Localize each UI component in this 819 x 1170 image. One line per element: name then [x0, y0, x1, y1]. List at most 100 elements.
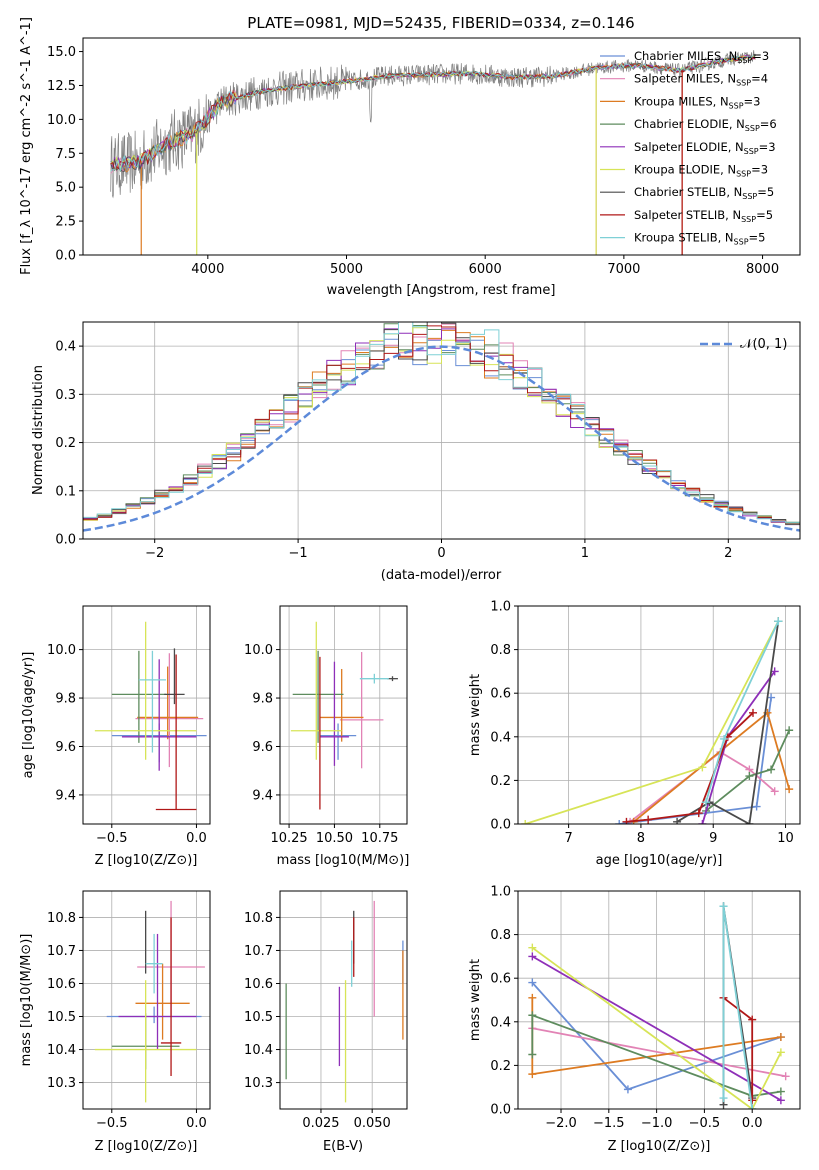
age_vs_mass-ytick-label: 9.8 — [252, 692, 273, 707]
mass_vs_Z-ytick-label: 10.8 — [47, 911, 76, 926]
mass_weight_vs_Z-ytick-label: 0.0 — [490, 1103, 511, 1118]
spectrum-legend-rest: =3 — [759, 140, 776, 154]
mass_vs_ebv-ytick-label: 10.8 — [244, 911, 273, 926]
mass_weight_vs_Z-ytick-label: 0.2 — [490, 1059, 511, 1074]
mass_weight_vs_age-marker-chabrier_miles — [752, 802, 761, 811]
mass_weight_vs_Z-ytick-label: 0.4 — [490, 1015, 511, 1030]
mass_weight_vs_age-marker-chabrier_elodie — [767, 765, 776, 774]
spectrum-frame — [82, 37, 801, 256]
age_vs_mass-xtick-label: 10.25 — [270, 831, 307, 846]
age_vs_Z-panel: −0.5 0.0 9.4 9.6 9.8 10.0 Z [log10(Z/Z⊙)] age [… — [21, 605, 211, 868]
spectrum-legend-label: Salpeter STELIB, NSSP=5 — [634, 208, 773, 224]
spectrum-xtick-label: 5000 — [330, 262, 363, 277]
mass_vs_Z-ylabel: mass [log10(M/M⊙)] — [19, 934, 34, 1067]
mass_weight_vs_Z-marker-kroupa_elodie — [776, 1048, 785, 1057]
mass_weight_vs_age-xtick-label: 8 — [637, 831, 645, 846]
mass_weight_vs_Z-line-chabrier_elodie — [531, 1014, 782, 1097]
mass_weight_vs_Z-marker-salpeter_stelib — [748, 1015, 757, 1024]
age_vs_mass-xtick-label: 10.50 — [316, 831, 353, 846]
figure-title: PLATE=0981, MJD=52435, FIBERID=0334, z=0… — [247, 14, 634, 32]
mass_weight_vs_Z-xlabel: Z [log10(Z/Z⊙)] — [608, 1139, 711, 1154]
mass_vs_ebv-xlabel: E(B-V) — [323, 1139, 363, 1154]
mass_weight_vs_Z-frame — [517, 890, 801, 1110]
mass_weight_vs_age-ytick-label: 0.0 — [490, 818, 511, 833]
residuals-ytick-label: 0.2 — [55, 436, 76, 451]
residual-legend-label: 𝒩(0, 1) — [740, 337, 787, 352]
spectrum-legend-rest: =5 — [757, 185, 774, 199]
mass_weight_vs_age-line-chabrier_stelib — [676, 621, 780, 824]
mass_vs_ebv-xtick-label: 0.050 — [354, 1116, 391, 1131]
residual-ylabel: Normed distribution — [31, 365, 46, 495]
mass_weight_vs_Z-xtick-label: −2.0 — [545, 1116, 577, 1131]
spectrum-legend-rest: =6 — [760, 117, 777, 131]
mass_weight_vs_Z-marker-chabrier_miles — [528, 978, 537, 987]
spectrum-ytick-label: 15.0 — [47, 45, 76, 60]
spectrum-legend-sub: SSP — [741, 215, 756, 224]
mass_weight_vs_Z-marker-kroupa_stelib — [719, 902, 728, 911]
residuals-ytick-label: 0.3 — [55, 388, 76, 403]
residuals-ytick-label: 0.4 — [55, 340, 76, 355]
mass_weight_vs_age-ytick-label: 0.2 — [490, 774, 511, 789]
mass_weight_vs_Z-line-kroupa_elodie — [531, 946, 782, 1109]
mass_weight_vs_age-xlabel: age [log10(age/yr)] — [596, 853, 723, 868]
age_vs_mass-frame — [279, 605, 408, 825]
mass_weight_vs_Z-ytick-label: 0.6 — [490, 972, 511, 987]
spectrum-legend-sub: SSP — [744, 147, 759, 156]
mass_weight_vs_Z-marker-kroupa_miles — [776, 1033, 785, 1042]
spectrum-legend-sub: SSP — [734, 238, 749, 247]
mass_weight_vs_age-xtick-label: 9 — [709, 831, 717, 846]
mass_weight_vs_Z-plot-area — [528, 902, 790, 1109]
mass_weight_vs_age-marker-chabrier_stelib — [673, 817, 682, 824]
mass_weight_vs_age-xtick-label: 10 — [777, 831, 794, 846]
mass_vs_Z-ytick-label: 10.7 — [47, 944, 76, 959]
spectrum-legend-rest: =5 — [749, 231, 766, 245]
spectrum-ytick-label: 2.5 — [55, 215, 76, 230]
mass_weight_vs_age-marker-chabrier_elodie — [745, 772, 754, 781]
mass_weight_vs_Z-marker-chabrier_miles — [623, 1085, 632, 1094]
mass_vs_ebv-ytick-label: 10.3 — [244, 1076, 273, 1091]
mass_vs_Z-plot-area — [94, 900, 205, 1103]
mass_vs_Z-ytick-label: 10.4 — [47, 1043, 76, 1058]
spectrum-legend-sub: SSP — [736, 170, 751, 179]
mass_weight_vs_age-ytick-label: 1.0 — [490, 600, 511, 615]
mass_weight_vs_age-marker-chabrier_miles — [615, 820, 624, 824]
spectrum-legend-sub: SSP — [742, 192, 757, 201]
age_vs_Z-xlabel: Z [log10(Z/Z⊙)] — [95, 853, 198, 868]
mass_weight_vs_Z-xtick-label: 0.0 — [742, 1116, 763, 1131]
spectrum-legend-rest: =3 — [752, 49, 769, 63]
spectrum-ytick-label: 12.5 — [47, 79, 76, 94]
spectrum-legend-sub: SSP — [745, 124, 760, 133]
age_vs_Z-ytick-label: 10.0 — [47, 643, 76, 658]
age_vs_Z-ylabel: age [log10(age/yr)] — [21, 652, 36, 779]
spectrum-legend-label: Chabrier STELIB, NSSP=5 — [634, 185, 774, 201]
age_vs_Z-xtick-label: −0.5 — [96, 831, 128, 846]
mass_weight_vs_age-marker-chabrier_miles — [767, 693, 776, 702]
spectrum-xtick-label: 8000 — [746, 262, 779, 277]
spectrum-ytick-label: 5.0 — [55, 181, 76, 196]
mass_vs_ebv-ytick-label: 10.7 — [244, 944, 273, 959]
mass_vs_Z-ytick-label: 10.5 — [47, 1010, 76, 1025]
mass_weight_vs_Z-marker-kroupa_stelib — [748, 1105, 757, 1109]
age_vs_mass-ytick-label: 10.0 — [244, 643, 273, 658]
spectrum-legend-sub: SSP — [736, 79, 751, 88]
spectrum-legend-label: Salpeter ELODIE, NSSP=3 — [634, 140, 776, 156]
spectrum-plot-area — [110, 50, 756, 255]
mass_weight_vs_age-marker-salpeter_stelib — [622, 817, 631, 824]
mass_vs_ebv-ytick-label: 10.6 — [244, 977, 273, 992]
mass_weight_vs_Z-marker-salpeter_elodie — [528, 952, 537, 961]
mass_weight_vs_Z-marker-kroupa_stelib — [719, 1094, 728, 1103]
mass_weight_vs_age-marker-salpeter_stelib — [644, 815, 653, 824]
age_vs_mass-xlabel: mass [log10(M/M⊙)] — [277, 853, 410, 868]
mass_weight_vs_Z-marker-kroupa_miles — [528, 1070, 537, 1079]
mass_weight_vs_age-marker-salpeter_miles — [770, 787, 779, 796]
age_vs_mass-ytick-label: 9.4 — [252, 788, 273, 803]
spectrum-panel: 4000 5000 6000 7000 8000 0.0 2.5 5.0 7.5 10.0 12.5… — [19, 17, 801, 298]
gaussian-curve — [83, 345, 800, 532]
mass_vs_Z-ytick-label: 10.6 — [47, 977, 76, 992]
residuals-plot-area — [83, 322, 800, 532]
mass_vs_ebv-ytick-label: 10.4 — [244, 1043, 273, 1058]
residuals-xtick-label: 1 — [581, 546, 589, 561]
mass_weight_vs_age-xtick-label: 7 — [564, 831, 572, 846]
mass_weight_vs_age-marker-chabrier_elodie — [785, 726, 794, 735]
spectrum-legend-label: Kroupa STELIB, NSSP=5 — [634, 231, 765, 247]
